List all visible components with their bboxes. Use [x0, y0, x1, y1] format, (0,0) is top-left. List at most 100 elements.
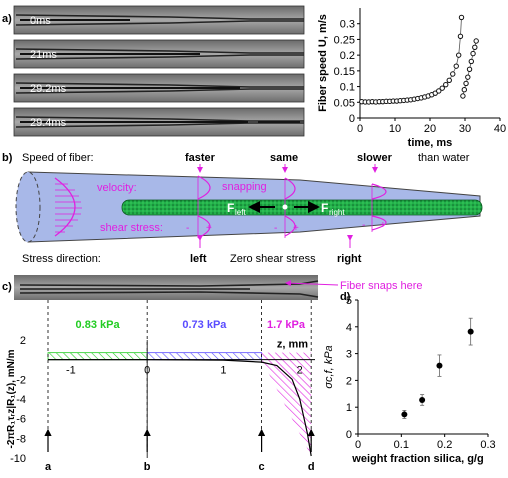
shear-force-curve: [48, 359, 312, 457]
f-right-subscript: right: [329, 208, 345, 217]
y-tick-label: -6: [16, 414, 26, 426]
capillary-opening: [15, 171, 41, 243]
data-point: [436, 362, 443, 369]
panel-c-photo: [14, 275, 318, 300]
shear-stress-label: shear stress:: [100, 222, 163, 234]
frame: 29.4ms: [13, 107, 305, 137]
data-point: [419, 396, 426, 403]
panel-b-label: b): [2, 152, 13, 164]
frame-time-label: 0ms: [30, 15, 51, 27]
faster-upper-profile: [197, 175, 211, 200]
x-tick-label: 0.1: [394, 439, 409, 451]
plus-right: +: [380, 220, 386, 231]
region-c-d: [261, 352, 312, 457]
y-tick-label: 2: [20, 335, 26, 347]
data-point: [453, 63, 459, 69]
stress-direction-title: Stress direction:: [22, 253, 101, 265]
y-tick-label: 1: [346, 402, 352, 414]
x-tick-label: 40: [494, 123, 506, 135]
capillary-wall-bottom: [15, 88, 304, 94]
series-line: [361, 17, 462, 103]
x-tick-label: 0: [355, 439, 361, 451]
frame-time-label: 21ms: [30, 49, 57, 61]
kpa-label-b-c: 0.73 kPa: [182, 319, 227, 331]
y-tick-label: 4: [346, 322, 352, 334]
data-point: [473, 38, 479, 44]
snapping-label: snapping: [222, 181, 267, 193]
y-tick-label: 0: [349, 113, 355, 125]
speed-of-fiber-title: Speed of fiber:: [22, 152, 94, 164]
panel-c-capillary-top: [19, 280, 319, 287]
data-point: [467, 328, 474, 335]
snapshot-frames: 0ms 21ms 29.2ms 29.4ms: [13, 5, 305, 137]
y-tick-label: 2: [346, 375, 352, 387]
data-point: [470, 50, 476, 57]
frame: 0ms: [13, 5, 305, 35]
frame: 21ms: [13, 39, 305, 69]
capillary-wall-top: [15, 116, 304, 122]
kpa-label-c-d: 1.7 kPa: [267, 319, 306, 331]
minus-mid: -: [274, 223, 277, 234]
f-left-label: F: [227, 201, 234, 215]
f-left-subscript: left: [235, 208, 246, 217]
same-label: same: [270, 152, 298, 164]
data-point: [461, 87, 467, 93]
capillary-wall-top: [15, 48, 304, 54]
marker-label: c: [259, 461, 265, 473]
y-tick-label: 3: [346, 349, 352, 361]
velocity-label: velocity:: [97, 182, 137, 194]
marker-label: b: [144, 461, 151, 473]
x-tick-label: 20: [424, 123, 436, 135]
frame-time-label: 29.2ms: [30, 83, 67, 95]
shear-force-chart: -1 0 1 22-2-4-6-8-10z, mm-2πR₁τᵣz|R₁(z), mN…: [6, 300, 315, 473]
zero-shear-label: Zero shear stress: [230, 253, 316, 265]
x-axis-label: weight fraction silica, g/g: [351, 453, 483, 465]
slower-upper-profile: [371, 183, 387, 200]
y-tick-label: 0: [346, 429, 352, 441]
x-tick-label: 0: [144, 365, 150, 377]
panel-d-label: d): [340, 291, 351, 303]
x-tick-label: 30: [459, 123, 471, 135]
same-lower-profile: [284, 215, 296, 237]
x-tick-label: 0.2: [437, 439, 452, 451]
data-point: [472, 44, 478, 50]
z-axis-label: z, mm: [277, 339, 308, 351]
data-point: [465, 74, 471, 80]
snap-point: [282, 204, 288, 210]
fiber-snaps-label: Fiber snaps here: [340, 280, 423, 292]
slower-lower-profile: [371, 215, 387, 231]
y-tick-label: -8: [16, 433, 26, 445]
x-tick-label: -1: [66, 365, 76, 377]
panel-a-label: a): [2, 13, 12, 25]
data-point: [468, 58, 474, 65]
data-point: [458, 14, 465, 21]
fiber-speed-chart: 0 10 20 30 40 0 0.05 0.1 0.15 0.2 0.25 0.3 time, ms F…: [317, 8, 506, 149]
x-tick-label: 0.3: [480, 439, 495, 451]
data-point: [446, 77, 452, 83]
x-tick-label: 2: [297, 365, 303, 377]
f-right-label: F: [321, 201, 328, 215]
frame-time-label: 29.4ms: [30, 117, 67, 129]
region-b-c: [146, 352, 263, 361]
capillary-wall-bottom: [15, 122, 304, 128]
x-axis-label: time, ms: [408, 137, 453, 149]
y-tick-label: -10: [10, 453, 26, 465]
y-axis-label: σc,f, kPa: [323, 345, 335, 388]
fiber-snaps-arrow: [285, 280, 339, 287]
x-tick-label: 1: [220, 365, 226, 377]
plus-left: +: [206, 223, 212, 234]
entry-velocity-hatch: [55, 183, 82, 233]
data-point: [460, 93, 466, 99]
y-axis-label: -2πR₁τᵣz|R₁(z), mN/m: [6, 349, 17, 448]
y-tick-label: 0.25: [334, 34, 355, 46]
panel-c-label: c): [2, 281, 12, 293]
y-tick-label: -4: [16, 394, 26, 406]
region-a-b: [47, 352, 148, 361]
data-point: [463, 80, 469, 87]
kpa-label-a-b: 0.83 kPa: [76, 319, 121, 331]
capillary-wall-bottom: [15, 20, 304, 26]
y-tick-label: 0.15: [334, 66, 355, 78]
minus-left: -: [186, 223, 189, 234]
y-tick-label: 0.05: [334, 97, 355, 109]
x-tick-label: 0: [357, 123, 363, 135]
